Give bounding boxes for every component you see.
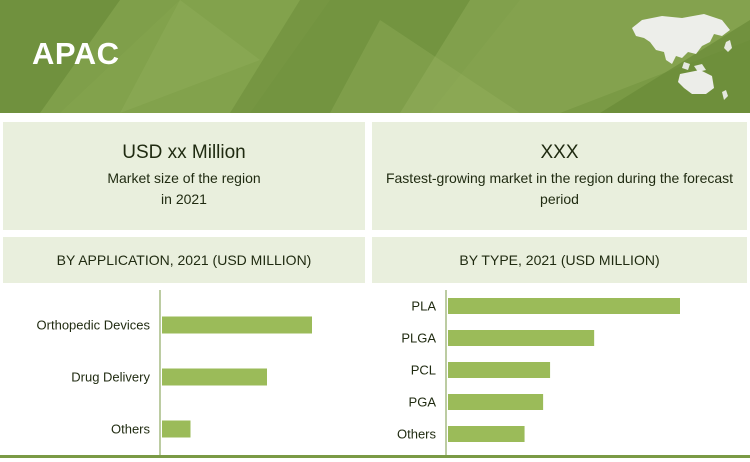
tick-label-plga: PLGA <box>401 331 436 346</box>
fastest-growing-label-line1: Fastest-growing market in the region dur… <box>385 170 734 186</box>
bar-others <box>448 426 525 442</box>
tick-label-orthopedic-devices: Orthopedic Devices <box>37 318 151 333</box>
market-size-label-line2: in 2021 <box>161 191 207 207</box>
market-size-panel: USD xx Million Market size of the region… <box>3 122 365 230</box>
bar-plga <box>448 330 595 346</box>
fastest-growing-panel: XXX Fastest-growing market in the region… <box>372 122 747 230</box>
tick-label-pcl: PCL <box>411 363 436 378</box>
fastest-growing-value: XXX <box>540 142 579 163</box>
type-bar-chart: PLA PLGA PCL PGA Others <box>397 290 680 455</box>
market-size-value: USD xx Million <box>122 142 246 163</box>
bar-pga <box>448 394 544 410</box>
tick-label-others: Others <box>111 422 151 437</box>
bar-pla <box>448 298 680 314</box>
bar-drug-delivery <box>162 368 267 386</box>
bar-pcl <box>448 362 551 378</box>
region-banner: APAC <box>0 0 750 113</box>
bar-others <box>162 420 191 438</box>
fastest-growing-label-line2: period <box>540 191 579 207</box>
application-section-title: BY APPLICATION, 2021 (USD MILLION) <box>56 252 312 268</box>
application-bar-chart: Orthopedic Devices Drug Delivery Others <box>37 290 312 455</box>
tick-label-pga: PGA <box>409 395 437 410</box>
type-section-title: BY TYPE, 2021 (USD MILLION) <box>459 252 660 268</box>
region-title: APAC <box>32 36 120 71</box>
tick-label-pla: PLA <box>411 299 436 314</box>
bar-orthopedic-devices <box>162 316 312 334</box>
apac-map-icon <box>632 14 732 100</box>
tick-label-others: Others <box>397 427 437 442</box>
type-section-header: BY TYPE, 2021 (USD MILLION) <box>372 237 747 283</box>
application-section-header: BY APPLICATION, 2021 (USD MILLION) <box>3 237 365 283</box>
bottom-rule <box>0 455 750 458</box>
market-size-label-line1: Market size of the region <box>107 170 261 186</box>
tick-label-drug-delivery: Drug Delivery <box>71 370 150 385</box>
